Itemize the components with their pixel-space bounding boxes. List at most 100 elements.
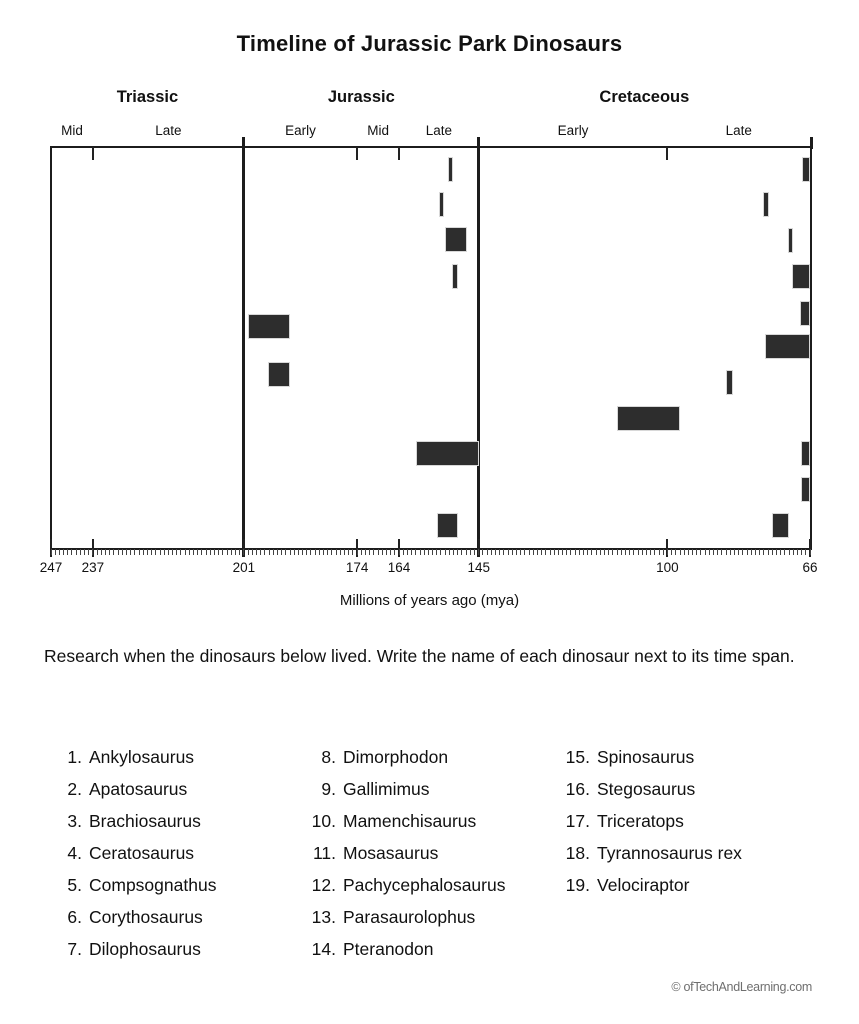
axis-tick-label: 247 [39,560,63,575]
period-label: Triassic [116,88,179,106]
subperiod-label: Early [557,123,589,138]
axis-minor-tick [700,549,702,555]
list-column: 1. Ankylosaurus 2. Apatosaurus 3. Brachiosaur… [56,747,216,971]
list-item-number: 18. [565,843,590,863]
axis-minor-tick [88,549,90,555]
axis-minor-tick [683,549,685,555]
axis-minor-tick [394,549,396,555]
axis-minor-tick [100,549,102,555]
list-item: 9. Gallimimus [310,779,505,811]
axis-minor-tick [553,549,555,555]
axis-minor-tick [721,549,723,555]
axis-minor-tick [704,549,706,555]
list-item-number: 16. [565,779,590,799]
axis-minor-tick [729,549,731,555]
axis-minor-tick [486,549,488,555]
axis-minor-tick [557,549,559,555]
axis-minor-tick [427,549,429,555]
axis-tick-label: 66 [802,560,818,575]
axis-minor-tick [281,549,283,555]
instruction-text: Research when the dinosaurs below lived.… [44,646,795,666]
axis-minor-tick [75,549,77,555]
axis-minor-tick [365,549,366,555]
axis-minor-tick [687,549,689,555]
time-span-bar [771,513,789,538]
axis-minor-tick [423,549,425,555]
axis-minor-tick [796,549,798,555]
axis-minor-tick [612,549,614,555]
list-item-name: Apatosaurus [89,779,188,799]
axis-minor-tick [696,549,698,555]
list-item-name: Parasaurolophus [343,907,476,927]
axis-minor-tick [54,549,56,555]
axis-minor-tick [734,549,736,555]
axis-minor-tick [344,549,346,555]
list-item-name: Corythosaurus [89,907,203,927]
axis-minor-tick [662,549,664,555]
list-item-number: 10. [311,811,336,831]
axis-minor-tick [478,549,480,555]
axis-minor-tick [314,549,316,555]
list-item-name: Ceratosaurus [89,843,195,863]
axis-minor-tick [566,549,568,555]
time-span-bar [801,477,810,502]
axis-minor-tick [671,549,673,555]
axis-minor-tick [474,549,476,555]
axis-minor-tick [193,549,195,555]
axis-minor-tick [339,549,341,555]
axis-minor-tick [708,549,710,555]
axis-minor-tick [788,549,790,555]
list-item-number: 11. [312,843,336,863]
axis-minor-tick [285,549,287,555]
axis-minor-tick [528,549,530,555]
list-item-name: Triceratops [597,811,684,831]
period-boundary-line [477,137,481,557]
axis-minor-tick [742,549,744,555]
axis-minor-tick [331,549,333,555]
axis-minor-tick [176,549,178,555]
axis-minor-tick [536,549,538,555]
x-axis-label: Millions of years ago (mya) [339,592,520,609]
axis-minor-tick [276,549,278,555]
axis-minor-tick [767,549,769,555]
axis-minor-tick [717,549,719,555]
time-span-bar [448,157,454,182]
axis-tick-label: 174 [345,560,369,575]
list-item-number: 7. [67,939,82,959]
axis-minor-tick [775,549,777,555]
axis-tick [242,539,245,557]
axis-minor-tick [654,549,656,555]
axis-minor-tick [226,549,228,555]
axis-minor-tick [117,549,119,555]
axis-minor-tick [453,549,455,555]
axis-tick [666,539,669,557]
axis-minor-tick [507,549,509,555]
axis-minor-tick [499,549,501,555]
axis-minor-tick [658,549,660,555]
axis-minor-tick [109,549,111,555]
axis-tick-label: 100 [656,560,679,575]
list-item-number: 14. [311,939,336,959]
axis-minor-tick [591,549,593,555]
axis-minor-tick [155,549,157,555]
axis-minor-tick [163,549,165,555]
axis-minor-tick [113,549,115,555]
chart-plot-box [50,146,812,550]
list-item: 4. Ceratosaurus [56,843,216,875]
axis-minor-tick [599,549,601,555]
axis-minor-tick [524,549,526,555]
axis-minor-tick [214,549,216,555]
axis-minor-tick [142,549,144,555]
list-item-number: 3. [67,811,82,831]
axis-minor-tick [562,549,564,555]
axis-minor-tick [260,549,262,555]
axis-minor-tick [184,549,186,555]
axis-minor-tick [167,549,169,555]
list-item: 1. Ankylosaurus [56,747,216,779]
axis-minor-tick [666,549,668,555]
list-item-number: 9. [321,779,336,799]
axis-minor-tick [461,549,463,555]
axis-minor-tick [570,549,572,555]
axis-minor-tick [633,549,635,555]
axis-minor-tick [151,549,153,555]
